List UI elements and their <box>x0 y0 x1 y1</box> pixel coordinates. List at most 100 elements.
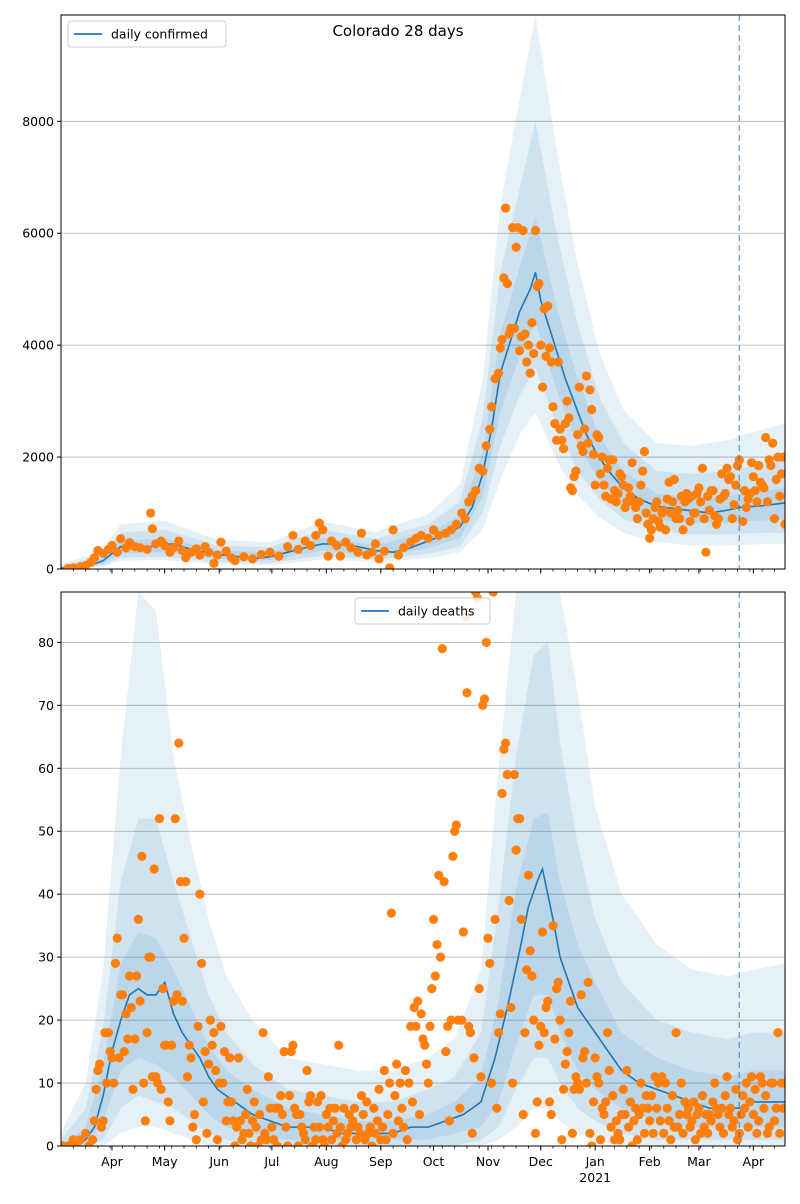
observed-point <box>550 1034 560 1044</box>
observed-point <box>388 1128 398 1139</box>
observed-point <box>305 1091 316 1101</box>
observed-point <box>221 546 231 556</box>
observed-point <box>211 1065 221 1076</box>
observed-point <box>490 914 500 924</box>
observed-point <box>645 533 655 543</box>
observed-point <box>594 1078 604 1088</box>
observed-point <box>465 1028 476 1038</box>
observed-point <box>370 539 381 549</box>
observed-point <box>198 1097 208 1107</box>
observed-point <box>414 1109 425 1120</box>
y-tick-label: 0 <box>46 1139 54 1154</box>
observed-point <box>687 1116 697 1126</box>
observed-point <box>311 1135 321 1145</box>
observed-point <box>678 1128 688 1139</box>
observed-point <box>300 1135 310 1145</box>
observed-point <box>747 458 757 468</box>
x-tick-label: Apr <box>743 1154 765 1169</box>
observed-point <box>613 488 623 499</box>
observed-point <box>508 1078 518 1088</box>
observed-point <box>172 990 182 1000</box>
observed-point <box>481 441 491 451</box>
observed-point <box>110 958 121 969</box>
observed-point <box>741 1078 751 1088</box>
observed-point <box>262 1135 272 1145</box>
observed-point <box>170 814 180 824</box>
confirmed-panel: 0 2000 4000 6000 8000 daily confirmed <box>22 14 786 577</box>
observed-point <box>121 1009 131 1019</box>
observed-point <box>502 279 512 289</box>
observed-point <box>330 1103 340 1113</box>
observed-point <box>696 497 706 507</box>
observed-point <box>235 1116 245 1126</box>
observed-point <box>246 1141 256 1146</box>
observed-point <box>379 1065 389 1076</box>
observed-point <box>186 1053 196 1063</box>
observed-point <box>174 536 184 546</box>
observed-point <box>703 1128 713 1139</box>
observed-point <box>135 996 145 1006</box>
observed-point <box>327 1135 337 1145</box>
observed-point <box>200 1046 210 1057</box>
observed-point <box>239 552 249 562</box>
plot-area <box>61 15 785 569</box>
observed-point <box>543 996 553 1006</box>
observed-point <box>718 1128 729 1139</box>
observed-point <box>595 469 606 479</box>
observed-point <box>240 1109 251 1120</box>
observed-point <box>195 550 205 560</box>
observed-point <box>88 1135 98 1145</box>
observed-point <box>720 488 730 499</box>
observed-point <box>476 1072 486 1082</box>
observed-point <box>432 939 442 950</box>
observed-point <box>428 914 439 924</box>
observed-point <box>123 1034 133 1044</box>
observed-point <box>479 694 490 704</box>
observed-point <box>557 1135 567 1145</box>
observed-point <box>295 1109 305 1120</box>
observed-point <box>493 1028 504 1038</box>
observed-point <box>434 530 444 541</box>
observed-point <box>606 1122 616 1132</box>
observed-point <box>546 1109 556 1120</box>
observed-point <box>68 563 78 569</box>
observed-point <box>587 1141 597 1146</box>
observed-point <box>334 1040 344 1050</box>
observed-point <box>140 1116 150 1126</box>
observed-point <box>411 1021 421 1031</box>
observed-point <box>293 544 303 555</box>
observed-point <box>725 472 736 482</box>
observed-point <box>761 1091 771 1101</box>
y-tick-label: 80 <box>38 635 54 650</box>
observed-point <box>620 1109 630 1120</box>
observed-point <box>534 279 544 289</box>
observed-point <box>674 514 685 524</box>
observed-point <box>660 525 671 535</box>
y-tick-label: 6000 <box>22 226 54 241</box>
observed-point <box>646 1091 657 1101</box>
observed-point <box>627 458 637 468</box>
observed-point <box>624 1122 634 1132</box>
observed-point <box>314 1122 324 1132</box>
observed-point <box>219 1046 230 1057</box>
x-tick-label: Apr <box>101 1154 123 1169</box>
observed-point <box>305 540 316 551</box>
observed-point <box>146 508 156 518</box>
observed-point <box>548 921 558 931</box>
observed-point <box>149 864 159 874</box>
observed-point <box>328 1116 338 1126</box>
observed-point <box>750 1084 760 1094</box>
observed-point <box>638 466 648 476</box>
observed-point <box>392 1059 402 1069</box>
observed-point <box>109 1078 119 1088</box>
observed-point <box>515 814 525 824</box>
observed-point <box>615 1135 625 1145</box>
observed-point <box>439 876 449 887</box>
observed-point <box>537 927 548 937</box>
observed-point <box>676 1078 686 1088</box>
observed-point <box>534 1040 544 1050</box>
observed-point <box>372 1116 382 1126</box>
observed-point <box>729 1116 739 1126</box>
observed-point <box>601 1097 611 1107</box>
uncertainty-band-outer <box>61 15 785 569</box>
